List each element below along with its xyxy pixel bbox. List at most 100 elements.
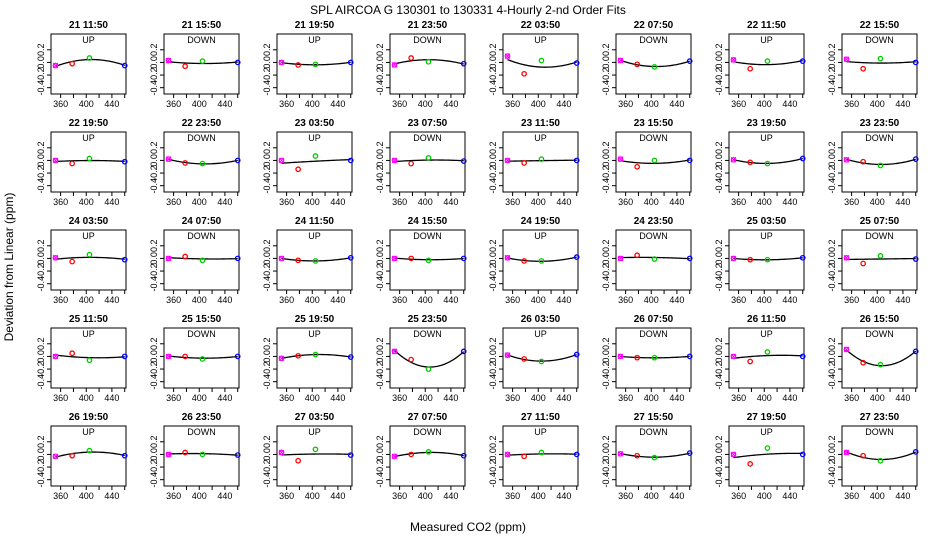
panel-title: 22 03:50 <box>521 20 561 31</box>
data-point <box>278 59 285 66</box>
panel-38: 27 19:50 UP -0.4-0.20.00.2 360 400 440 <box>714 412 806 501</box>
x-tick-label: 440 <box>556 491 571 501</box>
fit-curve <box>507 58 577 68</box>
panel-mode: DOWN <box>187 231 216 241</box>
panel-22: 25 03:50 UP -0.4-0.20.00.2 360 400 440 <box>714 216 806 305</box>
y-tick-label: 0.0 <box>601 448 611 461</box>
panel-13: 23 15:50 DOWN -0.4-0.20.00.2 360 400 440 <box>601 118 693 207</box>
x-tick-label: 440 <box>330 393 345 403</box>
data-point <box>408 255 415 262</box>
data-point <box>912 449 919 455</box>
panel-mode: UP <box>82 35 95 45</box>
x-tick-label: 360 <box>392 197 407 207</box>
data-point <box>347 157 354 164</box>
y-tick-label: -0.4 <box>601 80 611 96</box>
data-point <box>877 55 884 62</box>
x-tick-label: 400 <box>644 491 659 501</box>
data-point <box>425 155 432 161</box>
data-point <box>521 356 528 362</box>
data-point <box>504 157 511 164</box>
data-point <box>686 58 693 65</box>
y-tick-label: -0.4 <box>149 472 159 488</box>
panel-2: 21 19:50 UP -0.4-0.20.00.2 360 400 440 <box>262 20 354 109</box>
panel-33: 26 23:50 DOWN -0.4-0.20.00.2 360 400 440 <box>149 412 241 501</box>
x-tick-label: 400 <box>192 99 207 109</box>
panel-frame <box>728 131 805 193</box>
x-tick-label: 440 <box>669 295 684 305</box>
y-tick-label: 0.2 <box>375 436 385 449</box>
y-axis-label: Deviation from Linear (ppm) <box>2 193 16 342</box>
y-tick-label: -0.4 <box>714 472 724 488</box>
data-point <box>347 254 354 261</box>
y-tick-label: 0.2 <box>827 240 837 253</box>
data-point <box>730 156 737 163</box>
panel-20: 24 19:50 UP -0.4-0.20.00.2 360 400 440 <box>488 216 580 305</box>
panel-title: 21 15:50 <box>182 20 222 31</box>
panel-title: 26 23:50 <box>182 412 222 423</box>
y-tick-label: -0.4 <box>601 178 611 194</box>
panel-mode: UP <box>82 329 95 339</box>
x-tick-label: 400 <box>192 491 207 501</box>
panel-title: 26 15:50 <box>860 314 900 325</box>
y-tick-label: -0.4 <box>601 472 611 488</box>
data-point <box>182 253 189 260</box>
y-tick-label: -0.2 <box>262 67 272 83</box>
panel-mode: UP <box>308 35 321 45</box>
panel-28: 26 03:50 UP -0.4-0.20.00.2 360 400 440 <box>488 314 580 403</box>
data-point <box>573 351 580 358</box>
data-point-marker <box>843 156 850 163</box>
y-tick-label: -0.2 <box>375 165 385 181</box>
y-tick-label: 0.2 <box>149 240 159 253</box>
data-point-marker <box>843 346 850 353</box>
data-point-marker <box>391 62 398 68</box>
y-tick-label: 0.2 <box>827 338 837 351</box>
panel-title: 26 03:50 <box>521 314 561 325</box>
panel-frame <box>841 327 918 389</box>
x-tick-label: 440 <box>443 393 458 403</box>
panel-mode: UP <box>308 231 321 241</box>
x-tick-label: 400 <box>757 197 772 207</box>
x-tick-label: 440 <box>217 393 232 403</box>
x-tick-label: 400 <box>531 197 546 207</box>
y-tick-label: -0.4 <box>601 374 611 390</box>
y-tick-label: 0.2 <box>488 240 498 253</box>
y-tick-label: -0.4 <box>262 276 272 292</box>
y-tick-label: -0.2 <box>714 263 724 279</box>
x-tick-label: 360 <box>166 197 181 207</box>
x-tick-label: 360 <box>166 393 181 403</box>
data-point <box>651 256 658 262</box>
x-tick-label: 400 <box>79 197 94 207</box>
data-point <box>69 452 76 459</box>
fit-curve <box>620 452 690 458</box>
data-point <box>730 451 737 458</box>
data-point <box>573 60 580 66</box>
panel-mode: DOWN <box>639 231 668 241</box>
y-tick-label: -0.4 <box>149 80 159 96</box>
data-point <box>617 255 624 262</box>
y-tick-label: -0.4 <box>36 374 46 390</box>
panel-frame <box>841 131 918 193</box>
panel-frame <box>502 327 579 389</box>
y-tick-label: -0.2 <box>149 165 159 181</box>
y-tick-label: 0.0 <box>262 350 272 363</box>
data-point-marker <box>730 353 737 360</box>
data-point <box>521 453 528 460</box>
panel-title: 25 11:50 <box>69 314 108 325</box>
y-tick-label: -0.4 <box>36 80 46 96</box>
y-tick-label: -0.2 <box>262 459 272 475</box>
data-point-marker <box>617 450 624 457</box>
data-point <box>504 53 511 59</box>
panel-frame <box>615 425 692 487</box>
data-point <box>199 257 206 264</box>
data-point <box>686 157 693 164</box>
y-tick-label: -0.4 <box>36 276 46 292</box>
panel-mode: UP <box>760 231 773 241</box>
y-tick-label: 0.2 <box>375 240 385 253</box>
x-tick-label: 400 <box>531 295 546 305</box>
data-point <box>747 256 754 263</box>
x-tick-label: 400 <box>418 99 433 109</box>
y-tick-label: -0.2 <box>601 165 611 181</box>
panel-frame <box>389 425 466 487</box>
x-tick-label: 360 <box>505 295 520 305</box>
y-tick-label: 0.0 <box>36 56 46 69</box>
